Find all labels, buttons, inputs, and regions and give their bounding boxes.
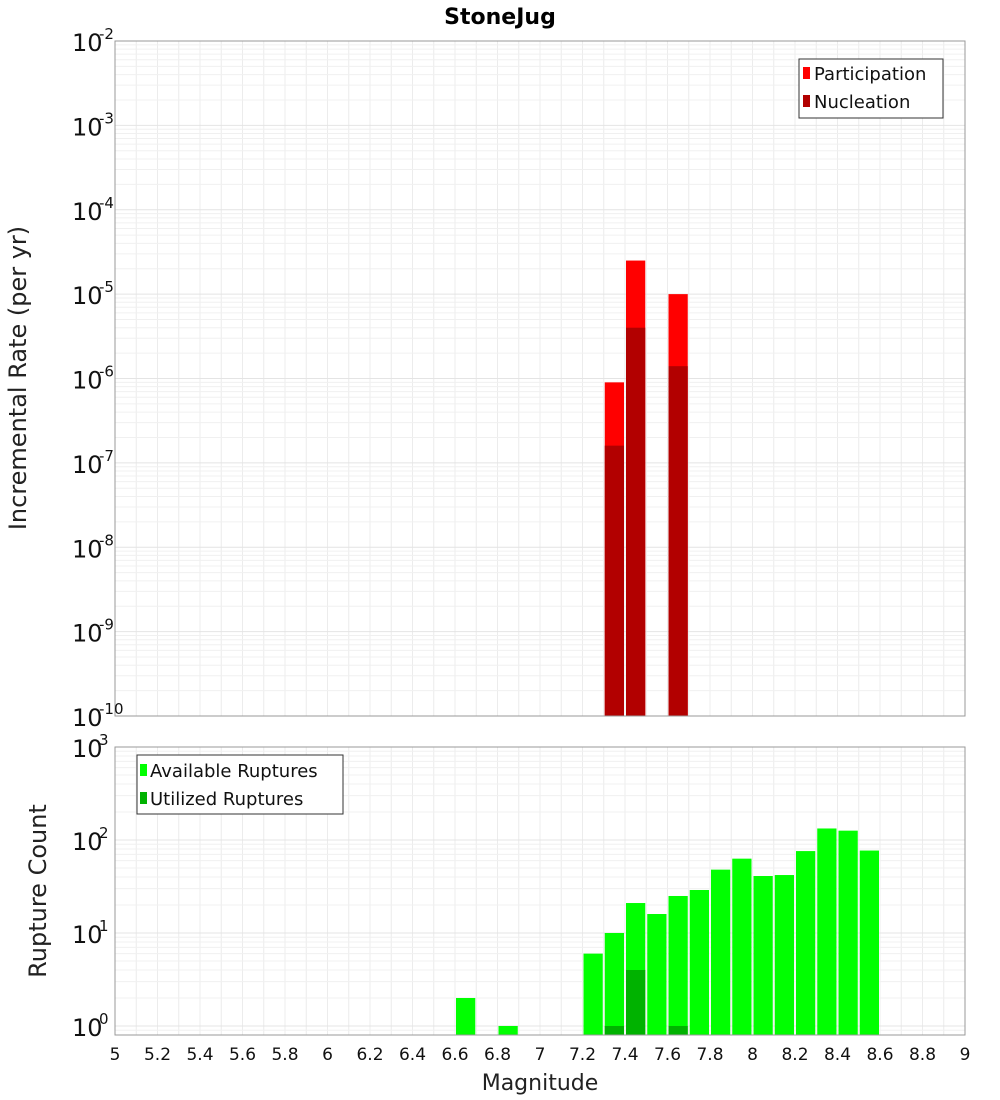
top-y-tick-exponent: -4 — [99, 194, 114, 212]
top-bar-nucleation — [604, 445, 624, 716]
bottom-bar-available-ruptures — [711, 869, 731, 1035]
top-y-tick-base: 10 — [72, 535, 103, 563]
bottom-bar-utilized-ruptures — [626, 969, 646, 1035]
top-y-tick-exponent: -2 — [99, 25, 114, 43]
top-plot-frame — [114, 40, 966, 717]
x-tick-label: 6.2 — [356, 1045, 383, 1065]
x-tick-label: 6 — [322, 1045, 333, 1065]
top-y-tick-exponent: -9 — [99, 616, 114, 634]
top-y-tick-base: 10 — [72, 451, 103, 479]
bottom-bar-available-ruptures — [838, 830, 858, 1035]
legend-label-available: Available Ruptures — [150, 761, 318, 782]
bottom-bar-available-ruptures — [774, 875, 794, 1035]
bottom-bars — [456, 828, 879, 1035]
bottom-y-tick-base: 10 — [72, 1014, 103, 1042]
x-tick-label: 8.8 — [909, 1045, 936, 1065]
bottom-y-tick-exponent: 2 — [99, 824, 109, 842]
chart-title: StoneJug — [444, 5, 556, 30]
x-tick-label: 8.4 — [824, 1045, 851, 1065]
x-tick-label: 5 — [110, 1045, 121, 1065]
bottom-y-tick-exponent: 1 — [99, 917, 109, 935]
x-tick-labels: 5 5.2 5.4 5.6 5.8 6 6.2 6.4 6.6 6.8 7 7.2 7.4 7.6 7.8 8… — [110, 1045, 971, 1065]
x-tick-label: 5.6 — [229, 1045, 256, 1065]
bottom-legend: Available Ruptures Utilized Ruptures — [136, 754, 344, 815]
x-tick-label: 6.8 — [484, 1045, 511, 1065]
x-tick-label: 6.6 — [441, 1045, 468, 1065]
x-tick-label: 8 — [747, 1045, 758, 1065]
bottom-bar-available-ruptures — [668, 895, 688, 1035]
bottom-bar-available-ruptures — [498, 1025, 518, 1035]
legend-swatch-nucleation — [803, 95, 810, 107]
x-axis-label: Magnitude — [482, 1071, 599, 1096]
x-tick-label: 7.2 — [569, 1045, 596, 1065]
top-y-axis-label: Incremental Rate (per yr) — [4, 226, 32, 530]
top-y-tick-base: 10 — [72, 198, 103, 226]
top-bar-nucleation — [668, 366, 688, 716]
x-tick-label: 5.4 — [186, 1045, 213, 1065]
top-bar-nucleation — [626, 327, 646, 716]
bottom-bar-available-ruptures — [859, 850, 879, 1035]
bottom-bar-available-ruptures — [647, 914, 667, 1035]
top-bars — [604, 260, 688, 716]
bottom-bar-available-ruptures — [732, 858, 752, 1035]
legend-swatch-available — [140, 764, 147, 776]
top-legend: Participation Nucleation — [798, 58, 944, 119]
x-tick-label: 9 — [960, 1045, 971, 1065]
bottom-bar-available-ruptures — [456, 997, 476, 1035]
bottom-bar-available-ruptures — [583, 953, 603, 1035]
top-y-tick-exponent: -3 — [99, 109, 114, 127]
x-tick-label: 5.8 — [271, 1045, 298, 1065]
bottom-y-tick-base: 10 — [72, 828, 103, 856]
bottom-plot-frame — [114, 746, 966, 1036]
bottom-bar-available-ruptures — [689, 889, 709, 1035]
x-tick-label: 6.4 — [399, 1045, 426, 1065]
bottom-bar-utilized-ruptures — [668, 1025, 688, 1035]
top-y-tick-base: 10 — [72, 367, 103, 395]
legend-swatch-participation — [803, 67, 810, 79]
legend-label-participation: Participation — [814, 64, 926, 85]
legend-label-nucleation: Nucleation — [814, 92, 910, 113]
bottom-y-tick-exponent: 0 — [99, 1010, 109, 1028]
bottom-bar-available-ruptures — [817, 828, 837, 1035]
top-legend-box — [798, 58, 944, 119]
bottom-bar-available-ruptures — [796, 851, 816, 1035]
bottom-legend-box — [136, 754, 344, 815]
top-y-tick-base: 10 — [72, 620, 103, 648]
bottom-y-tick-exponent: 3 — [99, 731, 109, 749]
top-y-tick-base: 10 — [72, 282, 103, 310]
top-y-tick-base: 10 — [72, 704, 103, 732]
bottom-bar-available-ruptures — [604, 932, 624, 1035]
top-y-tick-exponent: -5 — [99, 278, 114, 296]
legend-swatch-utilized — [140, 792, 147, 804]
bottom-bar-utilized-ruptures — [604, 1025, 624, 1035]
x-tick-label: 7.8 — [696, 1045, 723, 1065]
x-tick-label: 7 — [535, 1045, 546, 1065]
legend-label-utilized: Utilized Ruptures — [150, 789, 303, 810]
top-y-tick-exponent: -10 — [99, 700, 124, 718]
top-y-tick-base: 10 — [72, 29, 103, 57]
x-tick-label: 5.2 — [144, 1045, 171, 1065]
top-y-tick-exponent: -7 — [99, 447, 114, 465]
bottom-y-tick-base: 10 — [72, 921, 103, 949]
bottom-y-axis-label: Rupture Count — [24, 804, 52, 978]
x-tick-label: 8.6 — [866, 1045, 893, 1065]
bottom-y-tick-base: 10 — [72, 735, 103, 763]
top-gridlines — [115, 41, 965, 717]
x-tick-label: 7.4 — [611, 1045, 638, 1065]
x-tick-label: 7.6 — [654, 1045, 681, 1065]
x-tick-label: 8.2 — [781, 1045, 808, 1065]
top-y-tick-exponent: -6 — [99, 363, 114, 381]
bottom-bar-available-ruptures — [753, 876, 773, 1035]
top-y-tick-base: 10 — [72, 113, 103, 141]
top-y-tick-exponent: -8 — [99, 531, 114, 549]
